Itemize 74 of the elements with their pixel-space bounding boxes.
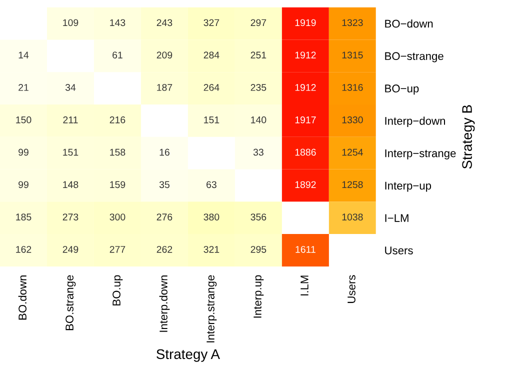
data-label: 1330 bbox=[342, 116, 363, 124]
data-label: 264 bbox=[204, 84, 220, 91]
data-label: 1892 bbox=[295, 181, 316, 188]
data-label: 216 bbox=[110, 116, 126, 124]
data-label: 297 bbox=[250, 19, 266, 26]
data-label: 1323 bbox=[342, 19, 363, 26]
y-tick-label: Interp−up bbox=[385, 182, 432, 192]
data-label: 1611 bbox=[296, 246, 316, 253]
data-label: 1917 bbox=[295, 116, 316, 124]
data-label: 262 bbox=[156, 246, 172, 253]
data-label: 63 bbox=[206, 181, 216, 188]
data-label: 356 bbox=[250, 214, 266, 220]
x-tick-label: BO.up bbox=[112, 275, 123, 306]
data-label: 273 bbox=[62, 214, 78, 220]
data-label: 99 bbox=[18, 181, 28, 188]
y-tick-label: BO−up bbox=[385, 84, 419, 95]
x-axis-title: Strategy A bbox=[156, 349, 220, 362]
data-label: 14 bbox=[18, 52, 29, 58]
data-label: 99 bbox=[18, 148, 28, 156]
data-label: 21 bbox=[18, 84, 28, 91]
x-tick-label: BO.strange bbox=[66, 275, 76, 330]
data-label: 277 bbox=[110, 246, 126, 253]
data-label: 1316 bbox=[342, 84, 363, 91]
y-axis-title: Strategy B bbox=[462, 105, 475, 169]
data-label: 249 bbox=[62, 246, 78, 253]
data-label: 151 bbox=[63, 148, 78, 156]
y-tick-label: Interp−down bbox=[385, 116, 445, 128]
data-label: 1038 bbox=[342, 214, 363, 220]
data-label: 151 bbox=[204, 116, 220, 124]
x-tick-label: Interp.strange bbox=[206, 275, 217, 342]
data-label: 1912 bbox=[295, 52, 316, 58]
data-label: 321 bbox=[204, 246, 220, 253]
data-label: 295 bbox=[250, 246, 266, 253]
y-tick-label: Interp−strange bbox=[385, 149, 456, 160]
data-label: 1254 bbox=[342, 148, 363, 156]
data-label: 300 bbox=[110, 214, 126, 220]
data-label: 1919 bbox=[295, 19, 316, 26]
data-label: 380 bbox=[204, 214, 220, 220]
data-label: 243 bbox=[156, 19, 172, 26]
data-label: 1315 bbox=[342, 52, 363, 58]
data-label: 143 bbox=[110, 19, 126, 26]
x-tick-label: Interp.down bbox=[159, 276, 170, 332]
data-label: 276 bbox=[156, 214, 172, 220]
data-label: 327 bbox=[204, 19, 220, 26]
data-label: 185 bbox=[16, 214, 32, 220]
data-label: 209 bbox=[156, 52, 172, 58]
data-label: 148 bbox=[63, 181, 78, 188]
data-label: 251 bbox=[250, 52, 266, 58]
data-label: 235 bbox=[250, 84, 266, 91]
data-label: 211 bbox=[63, 116, 78, 124]
x-tick-label: Users bbox=[348, 275, 356, 303]
data-label: 34 bbox=[65, 84, 76, 91]
data-label: 140 bbox=[251, 116, 266, 124]
data-label: 33 bbox=[253, 148, 264, 156]
y-tick-label: BO−strange bbox=[385, 52, 444, 62]
data-label: 109 bbox=[63, 19, 78, 26]
data-label: 284 bbox=[204, 52, 220, 58]
data-label: 150 bbox=[16, 116, 32, 124]
data-label: 1258 bbox=[342, 181, 363, 188]
data-label: 162 bbox=[16, 246, 32, 253]
data-label: 187 bbox=[157, 84, 172, 91]
y-tick-label: Users bbox=[385, 246, 413, 254]
data-label: 1912 bbox=[295, 84, 316, 91]
x-tick-label: BO.down bbox=[18, 276, 26, 320]
data-label: 61 bbox=[112, 52, 122, 58]
data-label: 16 bbox=[160, 148, 170, 156]
data-label: 1886 bbox=[295, 148, 316, 156]
x-tick-label: I.LM bbox=[300, 276, 308, 296]
y-tick-label: BO−down bbox=[385, 19, 433, 28]
y-tick-label: I−LM bbox=[385, 214, 408, 222]
data-label: 158 bbox=[110, 148, 126, 156]
data-label: 159 bbox=[110, 181, 126, 188]
data-label: 35 bbox=[159, 181, 170, 188]
x-tick-label: Interp.up bbox=[254, 275, 264, 318]
